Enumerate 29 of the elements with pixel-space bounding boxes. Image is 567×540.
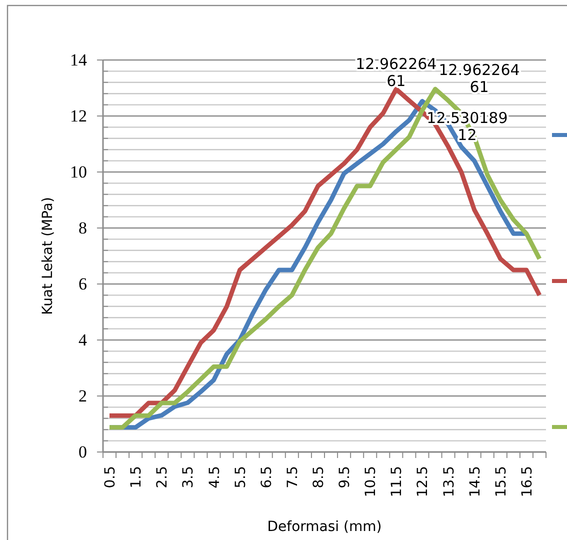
x-tick-label: 1.5 [128,466,145,488]
x-tick-label: 11.5 [389,466,406,498]
y-axis-title: Kuat Lekat (MPa) [40,197,56,315]
y-tick-label: 2 [78,386,87,406]
x-tick-label: 15.5 [493,466,510,498]
x-tick-label: 13.5 [441,466,458,498]
data-label: 12.96226461 [356,55,437,90]
x-tick-label: 16.5 [519,466,536,498]
x-tick-label: 4.5 [206,466,223,488]
x-axis-title: Deformasi (mm) [267,519,382,535]
data-label: 12.96226461 [438,61,520,96]
x-tick-label: 7.5 [284,466,301,488]
x-tick-label: 3.5 [180,466,197,488]
x-tick-label: 12.5 [415,466,432,498]
y-tick-label: 10 [70,162,87,182]
x-tick-label: 8.5 [310,466,327,488]
y-tick-label: 14 [70,50,88,70]
x-tick-label: 5.5 [232,466,249,488]
y-tick-label: 12 [70,106,87,126]
x-tick-label: 2.5 [154,466,171,488]
x-tick-label: 9.5 [337,466,354,488]
x-tick-label: 10.5 [363,466,380,498]
x-tick-label: 14.5 [467,466,484,498]
y-tick-label: 8 [78,218,87,238]
x-tick-label: 6.5 [258,466,275,488]
y-tick-label: 4 [78,330,88,350]
x-tick-label: 0.5 [102,466,119,488]
y-tick-label: 6 [78,274,87,294]
y-tick-label: 0 [78,442,87,462]
